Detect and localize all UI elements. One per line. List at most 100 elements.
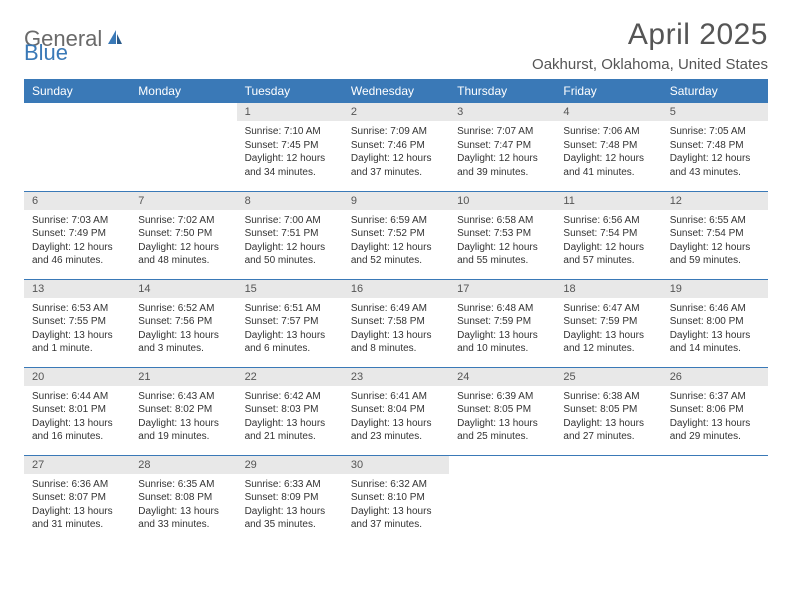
calendar-cell: 9Sunrise: 6:59 AMSunset: 7:52 PMDaylight… bbox=[343, 191, 449, 279]
calendar-cell: 5Sunrise: 7:05 AMSunset: 7:48 PMDaylight… bbox=[662, 103, 768, 191]
sunset-text: Sunset: 8:01 PM bbox=[32, 403, 122, 417]
day-number: 20 bbox=[24, 368, 130, 386]
daylight-text: Daylight: 13 hours and 21 minutes. bbox=[245, 417, 335, 444]
day-content: Sunrise: 6:43 AMSunset: 8:02 PMDaylight:… bbox=[130, 386, 236, 450]
day-number: 26 bbox=[662, 368, 768, 386]
day-content: Sunrise: 6:49 AMSunset: 7:58 PMDaylight:… bbox=[343, 298, 449, 362]
calendar-cell: 13Sunrise: 6:53 AMSunset: 7:55 PMDayligh… bbox=[24, 279, 130, 367]
calendar-cell: 17Sunrise: 6:48 AMSunset: 7:59 PMDayligh… bbox=[449, 279, 555, 367]
day-content: Sunrise: 6:41 AMSunset: 8:04 PMDaylight:… bbox=[343, 386, 449, 450]
day-number: 3 bbox=[449, 103, 555, 121]
daylight-text: Daylight: 12 hours and 52 minutes. bbox=[351, 241, 441, 268]
sunrise-text: Sunrise: 6:51 AM bbox=[245, 302, 335, 316]
day-content: Sunrise: 6:53 AMSunset: 7:55 PMDaylight:… bbox=[24, 298, 130, 362]
sunset-text: Sunset: 7:50 PM bbox=[138, 227, 228, 241]
day-content: Sunrise: 7:03 AMSunset: 7:49 PMDaylight:… bbox=[24, 210, 130, 274]
sunrise-text: Sunrise: 6:38 AM bbox=[563, 390, 653, 404]
sunset-text: Sunset: 8:10 PM bbox=[351, 491, 441, 505]
day-number: 17 bbox=[449, 280, 555, 298]
day-number: 16 bbox=[343, 280, 449, 298]
sunrise-text: Sunrise: 6:56 AM bbox=[563, 214, 653, 228]
calendar-cell: 23Sunrise: 6:41 AMSunset: 8:04 PMDayligh… bbox=[343, 367, 449, 455]
day-content: Sunrise: 7:00 AMSunset: 7:51 PMDaylight:… bbox=[237, 210, 343, 274]
weekday-header: Monday bbox=[130, 79, 236, 103]
sunset-text: Sunset: 7:59 PM bbox=[563, 315, 653, 329]
day-content: Sunrise: 7:02 AMSunset: 7:50 PMDaylight:… bbox=[130, 210, 236, 274]
calendar-cell: 29Sunrise: 6:33 AMSunset: 8:09 PMDayligh… bbox=[237, 455, 343, 543]
sunset-text: Sunset: 7:51 PM bbox=[245, 227, 335, 241]
day-content: Sunrise: 6:48 AMSunset: 7:59 PMDaylight:… bbox=[449, 298, 555, 362]
day-content: Sunrise: 6:35 AMSunset: 8:08 PMDaylight:… bbox=[130, 474, 236, 538]
daylight-text: Daylight: 13 hours and 1 minute. bbox=[32, 329, 122, 356]
sunset-text: Sunset: 8:05 PM bbox=[563, 403, 653, 417]
sunset-text: Sunset: 7:59 PM bbox=[457, 315, 547, 329]
day-content: Sunrise: 6:33 AMSunset: 8:09 PMDaylight:… bbox=[237, 474, 343, 538]
sunrise-text: Sunrise: 6:59 AM bbox=[351, 214, 441, 228]
daylight-text: Daylight: 13 hours and 19 minutes. bbox=[138, 417, 228, 444]
day-number: 12 bbox=[662, 192, 768, 210]
calendar-row: 27Sunrise: 6:36 AMSunset: 8:07 PMDayligh… bbox=[24, 455, 768, 543]
day-content: Sunrise: 7:05 AMSunset: 7:48 PMDaylight:… bbox=[662, 121, 768, 185]
calendar-cell: 25Sunrise: 6:38 AMSunset: 8:05 PMDayligh… bbox=[555, 367, 661, 455]
sunrise-text: Sunrise: 7:05 AM bbox=[670, 125, 760, 139]
daylight-text: Daylight: 13 hours and 31 minutes. bbox=[32, 505, 122, 532]
day-number: 18 bbox=[555, 280, 661, 298]
sunset-text: Sunset: 8:00 PM bbox=[670, 315, 760, 329]
sunset-text: Sunset: 7:54 PM bbox=[670, 227, 760, 241]
calendar-body: 1Sunrise: 7:10 AMSunset: 7:45 PMDaylight… bbox=[24, 103, 768, 543]
sunrise-text: Sunrise: 6:39 AM bbox=[457, 390, 547, 404]
daylight-text: Daylight: 12 hours and 55 minutes. bbox=[457, 241, 547, 268]
day-number: 8 bbox=[237, 192, 343, 210]
day-number: 7 bbox=[130, 192, 236, 210]
calendar-cell bbox=[24, 103, 130, 191]
calendar-cell: 8Sunrise: 7:00 AMSunset: 7:51 PMDaylight… bbox=[237, 191, 343, 279]
calendar-cell: 27Sunrise: 6:36 AMSunset: 8:07 PMDayligh… bbox=[24, 455, 130, 543]
day-content: Sunrise: 6:52 AMSunset: 7:56 PMDaylight:… bbox=[130, 298, 236, 362]
sunrise-text: Sunrise: 6:42 AM bbox=[245, 390, 335, 404]
sunset-text: Sunset: 8:04 PM bbox=[351, 403, 441, 417]
sunset-text: Sunset: 7:48 PM bbox=[563, 139, 653, 153]
daylight-text: Daylight: 13 hours and 27 minutes. bbox=[563, 417, 653, 444]
calendar-cell: 4Sunrise: 7:06 AMSunset: 7:48 PMDaylight… bbox=[555, 103, 661, 191]
daylight-text: Daylight: 13 hours and 23 minutes. bbox=[351, 417, 441, 444]
daylight-text: Daylight: 12 hours and 37 minutes. bbox=[351, 152, 441, 179]
day-number: 28 bbox=[130, 456, 236, 474]
sunrise-text: Sunrise: 6:37 AM bbox=[670, 390, 760, 404]
day-number: 15 bbox=[237, 280, 343, 298]
calendar-row: 20Sunrise: 6:44 AMSunset: 8:01 PMDayligh… bbox=[24, 367, 768, 455]
day-number: 19 bbox=[662, 280, 768, 298]
calendar-cell: 2Sunrise: 7:09 AMSunset: 7:46 PMDaylight… bbox=[343, 103, 449, 191]
day-number: 5 bbox=[662, 103, 768, 121]
daylight-text: Daylight: 13 hours and 29 minutes. bbox=[670, 417, 760, 444]
sunrise-text: Sunrise: 7:10 AM bbox=[245, 125, 335, 139]
sunrise-text: Sunrise: 6:52 AM bbox=[138, 302, 228, 316]
daylight-text: Daylight: 12 hours and 59 minutes. bbox=[670, 241, 760, 268]
sunrise-text: Sunrise: 6:53 AM bbox=[32, 302, 122, 316]
day-content: Sunrise: 6:46 AMSunset: 8:00 PMDaylight:… bbox=[662, 298, 768, 362]
calendar-cell: 22Sunrise: 6:42 AMSunset: 8:03 PMDayligh… bbox=[237, 367, 343, 455]
calendar-cell: 18Sunrise: 6:47 AMSunset: 7:59 PMDayligh… bbox=[555, 279, 661, 367]
day-content: Sunrise: 6:55 AMSunset: 7:54 PMDaylight:… bbox=[662, 210, 768, 274]
day-number: 10 bbox=[449, 192, 555, 210]
sunset-text: Sunset: 8:03 PM bbox=[245, 403, 335, 417]
sunrise-text: Sunrise: 6:35 AM bbox=[138, 478, 228, 492]
sunrise-text: Sunrise: 6:43 AM bbox=[138, 390, 228, 404]
sunset-text: Sunset: 7:55 PM bbox=[32, 315, 122, 329]
day-content: Sunrise: 7:10 AMSunset: 7:45 PMDaylight:… bbox=[237, 121, 343, 185]
day-content: Sunrise: 6:38 AMSunset: 8:05 PMDaylight:… bbox=[555, 386, 661, 450]
day-number: 4 bbox=[555, 103, 661, 121]
weekday-header: Sunday bbox=[24, 79, 130, 103]
calendar-cell: 16Sunrise: 6:49 AMSunset: 7:58 PMDayligh… bbox=[343, 279, 449, 367]
calendar-cell: 11Sunrise: 6:56 AMSunset: 7:54 PMDayligh… bbox=[555, 191, 661, 279]
day-number: 1 bbox=[237, 103, 343, 121]
sunrise-text: Sunrise: 7:02 AM bbox=[138, 214, 228, 228]
sunset-text: Sunset: 7:52 PM bbox=[351, 227, 441, 241]
daylight-text: Daylight: 12 hours and 57 minutes. bbox=[563, 241, 653, 268]
calendar-head: SundayMondayTuesdayWednesdayThursdayFrid… bbox=[24, 79, 768, 103]
day-number: 29 bbox=[237, 456, 343, 474]
calendar-cell: 1Sunrise: 7:10 AMSunset: 7:45 PMDaylight… bbox=[237, 103, 343, 191]
daylight-text: Daylight: 13 hours and 8 minutes. bbox=[351, 329, 441, 356]
daylight-text: Daylight: 13 hours and 6 minutes. bbox=[245, 329, 335, 356]
daylight-text: Daylight: 12 hours and 50 minutes. bbox=[245, 241, 335, 268]
day-number: 25 bbox=[555, 368, 661, 386]
